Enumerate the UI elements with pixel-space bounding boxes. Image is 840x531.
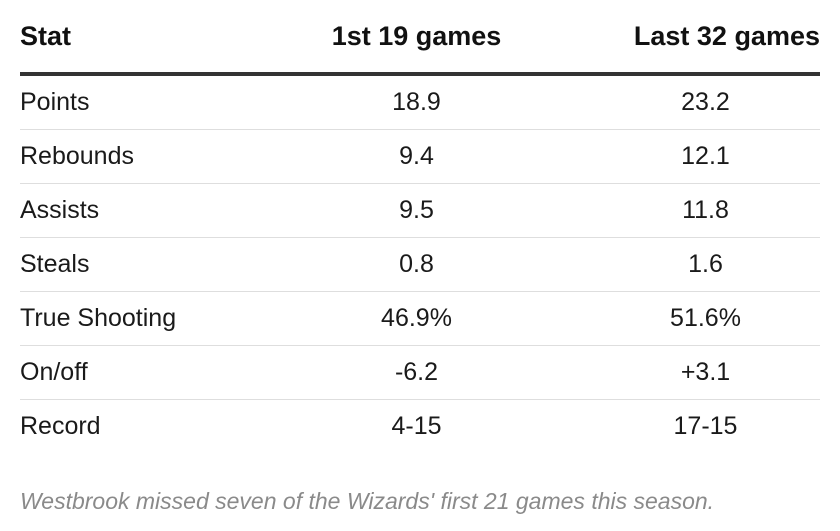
table-row: On/off -6.2 +3.1 [20, 345, 820, 400]
table-row: Points 18.9 23.2 [20, 74, 820, 130]
first-19-value: 18.9 [270, 74, 563, 130]
last-32-value: 12.1 [563, 129, 820, 184]
first-19-value: 46.9% [270, 291, 563, 346]
header-stat: Stat [20, 0, 270, 76]
stats-table-container: Stat 1st 19 games Last 32 games Points 1… [20, 0, 820, 453]
header-first-19-games: 1st 19 games [270, 0, 563, 76]
last-32-value: +3.1 [563, 345, 820, 400]
table-header: Stat 1st 19 games Last 32 games [20, 0, 820, 76]
stat-name: Rebounds [20, 129, 270, 184]
stat-name: Assists [20, 183, 270, 238]
first-19-value: 9.4 [270, 129, 563, 184]
first-19-value: 0.8 [270, 237, 563, 292]
stat-name: True Shooting [20, 291, 270, 346]
table-row: Assists 9.5 11.8 [20, 183, 820, 238]
last-32-value: 11.8 [563, 183, 820, 238]
last-32-value: 1.6 [563, 237, 820, 292]
table-row: Record 4-15 17-15 [20, 400, 820, 454]
last-32-value: 51.6% [563, 291, 820, 346]
stat-name: Steals [20, 237, 270, 292]
table-row: Steals 0.8 1.6 [20, 237, 820, 292]
table-row: True Shooting 46.9% 51.6% [20, 291, 820, 346]
table-row: Rebounds 9.4 12.1 [20, 129, 820, 184]
stat-name: Record [20, 412, 101, 440]
stat-name: Points [20, 74, 270, 130]
first-19-value: -6.2 [270, 345, 563, 400]
stat-name: On/off [20, 345, 270, 400]
header-row: Stat 1st 19 games Last 32 games [20, 0, 820, 76]
table-caption: Westbrook missed seven of the Wizards' f… [20, 488, 715, 514]
last-32-value: 23.2 [563, 74, 820, 130]
table-body: Points 18.9 23.2 Rebounds 9.4 12.1 Assis… [20, 74, 820, 453]
first-19-value: 4-15 [391, 412, 442, 440]
header-last-32-games: Last 32 games [563, 0, 820, 76]
last-32-value: 17-15 [673, 412, 738, 440]
first-19-value: 9.5 [270, 183, 563, 238]
stats-table: Stat 1st 19 games Last 32 games Points 1… [20, 0, 820, 453]
